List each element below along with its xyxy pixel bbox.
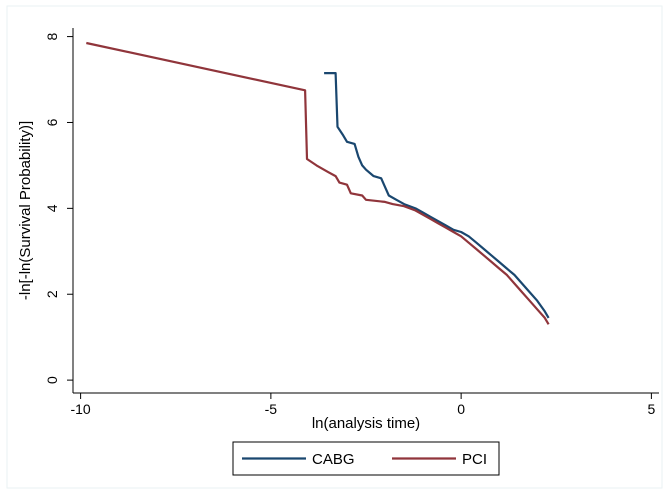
y-axis-title: -ln[-ln(Survival Probability)] [17, 121, 34, 300]
y-tick-label: 2 [44, 290, 60, 298]
x-tick-label: 5 [647, 401, 655, 417]
x-axis-ticks: -10 -5 0 5 [70, 393, 655, 417]
x-tick-label: -10 [70, 401, 90, 417]
series-line-cabg [324, 71, 550, 319]
graph-region-frame [6, 5, 663, 489]
y-tick-label: 0 [44, 376, 60, 384]
y-tick-label: 4 [44, 204, 60, 212]
y-tick-label: 6 [44, 118, 60, 126]
x-tick-label: 0 [457, 401, 465, 417]
legend-label-pci: PCI [462, 451, 487, 468]
y-axis-ticks: 0 2 4 6 8 [44, 32, 73, 384]
x-axis-title: ln(analysis time) [312, 415, 420, 432]
series-line-pci [86, 41, 550, 325]
y-tick-label: 8 [44, 32, 60, 40]
x-tick-label: -5 [265, 401, 278, 417]
legend-label-cabg: CABG [312, 451, 355, 468]
legend: CABG PCI [232, 441, 500, 476]
plot-area [86, 41, 550, 325]
